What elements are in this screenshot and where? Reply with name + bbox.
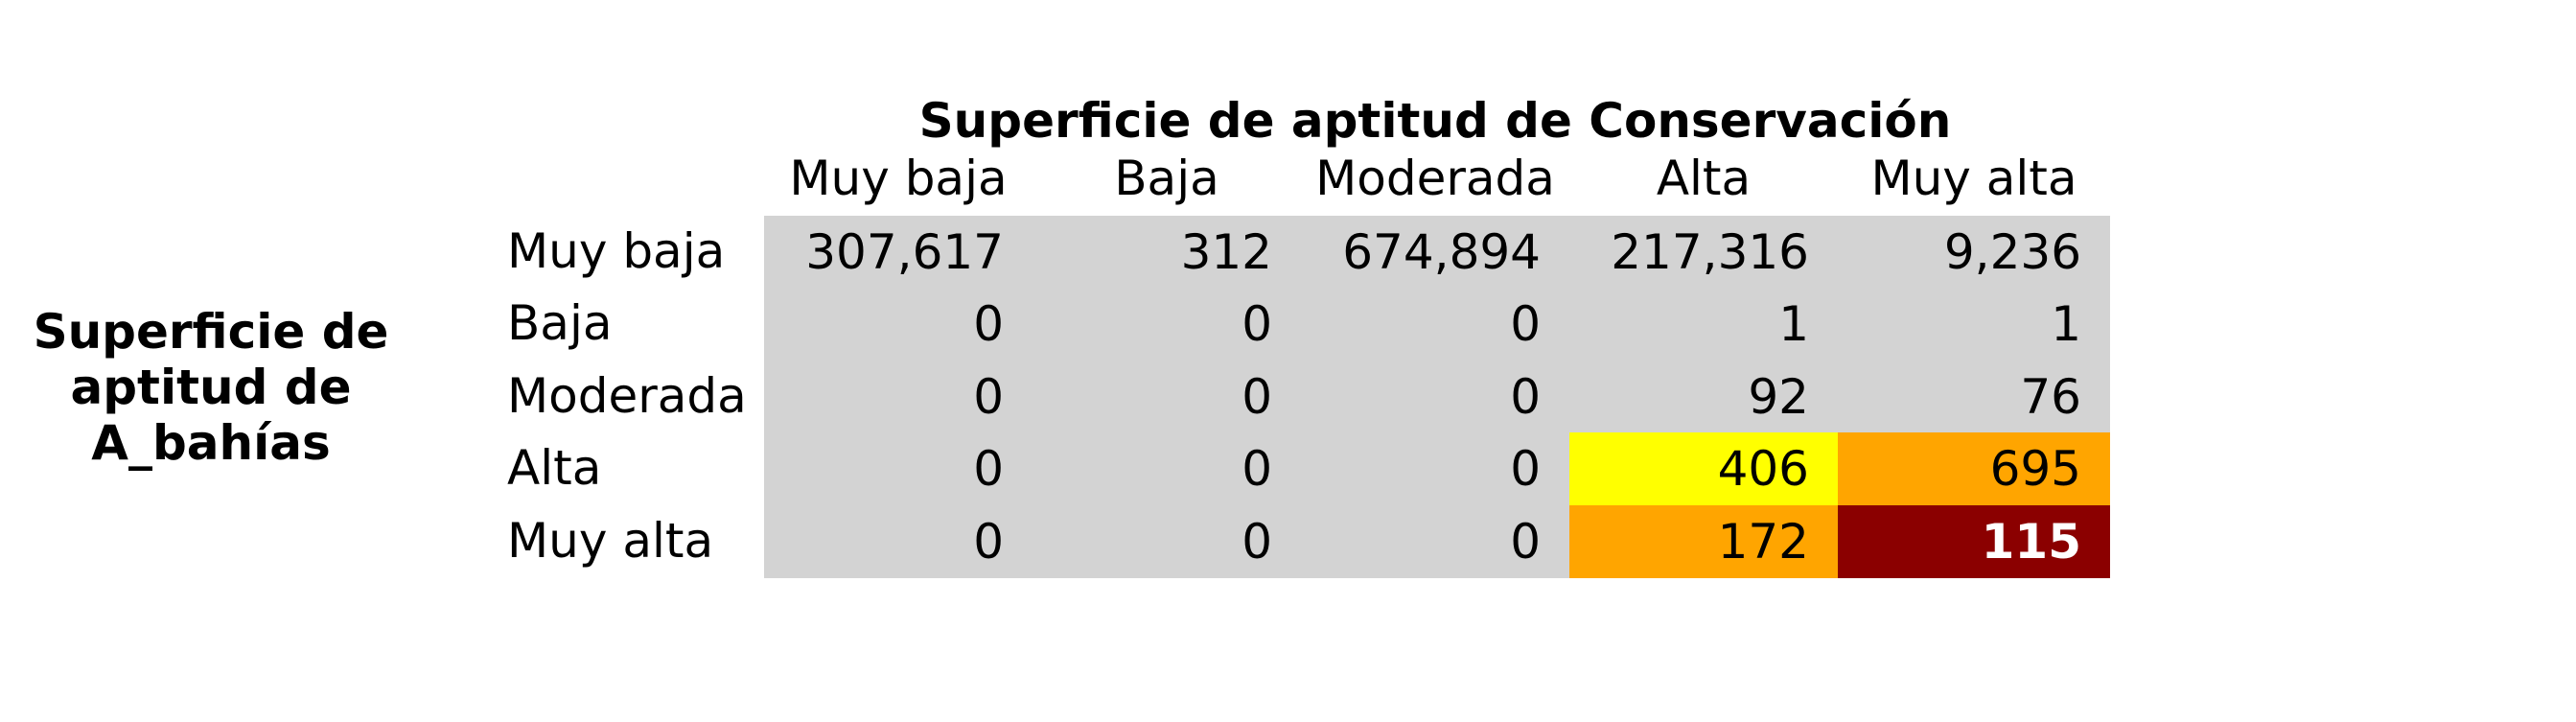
matrix-cell: 0 — [764, 504, 1033, 578]
column-header: Alta — [1656, 151, 1752, 206]
matrix-cell: 0 — [1301, 360, 1569, 433]
matrix-cell: 1 — [1838, 288, 2110, 361]
row-header: Alta — [507, 440, 602, 497]
column-header: Moderada — [1315, 151, 1555, 206]
row-header: Muy baja — [507, 223, 726, 279]
column-header: Muy alta — [1870, 151, 2077, 206]
column-header: Muy baja — [789, 151, 1008, 206]
matrix-cell: 307,617 — [764, 216, 1033, 289]
matrix-cell: 0 — [764, 360, 1033, 433]
matrix-cell: 0 — [1033, 288, 1301, 361]
matrix-cell: 115 — [1838, 504, 2110, 578]
column-header: Baja — [1114, 151, 1219, 206]
matrix-cell: 312 — [1033, 216, 1301, 289]
matrix-cell: 0 — [1301, 504, 1569, 578]
matrix-cell: 0 — [1301, 288, 1569, 361]
matrix-cell: 172 — [1569, 504, 1838, 578]
matrix-cell: 0 — [764, 288, 1033, 361]
matrix-cell: 217,316 — [1569, 216, 1838, 289]
matrix-cell: 674,894 — [1301, 216, 1569, 289]
matrix-cell: 9,236 — [1838, 216, 2110, 289]
row-header: Baja — [507, 295, 613, 352]
matrix-cell: 695 — [1838, 432, 2110, 506]
matrix-cell: 0 — [1033, 504, 1301, 578]
matrix-cell: 0 — [764, 432, 1033, 506]
matrix-cell: 1 — [1569, 288, 1838, 361]
row-header: Moderada — [507, 367, 747, 424]
row-header: Muy alta — [507, 512, 714, 569]
matrix-cell: 92 — [1569, 360, 1838, 433]
matrix-cell: 0 — [1033, 360, 1301, 433]
matrix-cell: 0 — [1301, 432, 1569, 506]
row-axis-title: Superficie de aptitud de A_bahías — [33, 304, 389, 471]
matrix-cell: 76 — [1838, 360, 2110, 433]
matrix-cell: 406 — [1569, 432, 1838, 506]
matrix-cell: 0 — [1033, 432, 1301, 506]
column-axis-title: Superficie de aptitud de Conservación — [918, 93, 1952, 149]
